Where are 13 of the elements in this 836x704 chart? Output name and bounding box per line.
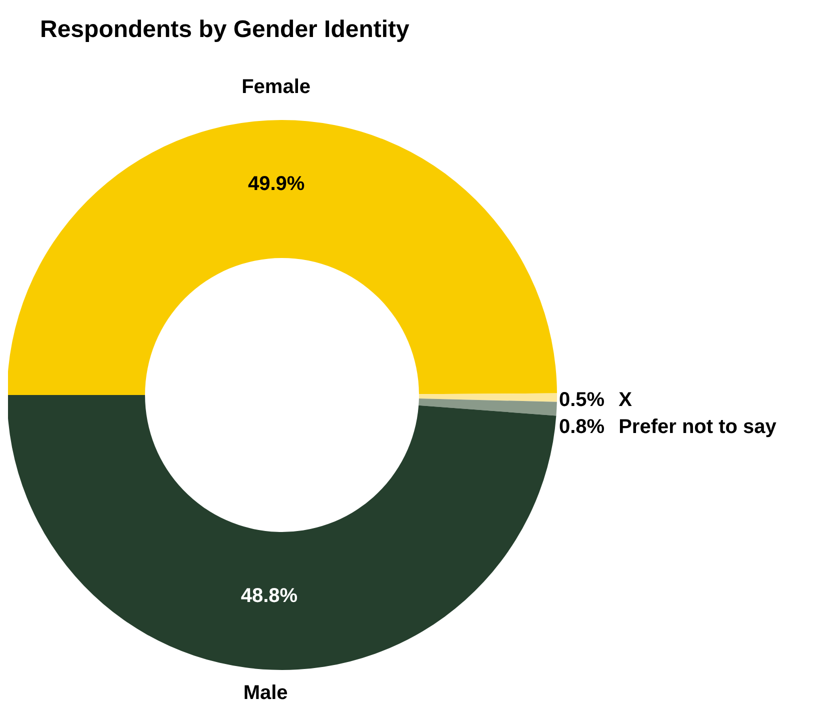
slice-label: Prefer not to say bbox=[618, 416, 778, 438]
slice-label: Male bbox=[243, 682, 288, 704]
donut-slice bbox=[8, 120, 557, 395]
donut-slice bbox=[8, 395, 556, 670]
data-label: 0.5% bbox=[559, 389, 605, 411]
donut-slice bbox=[418, 398, 557, 416]
data-label: 0.8% bbox=[559, 416, 605, 438]
slice-label: Female bbox=[242, 76, 311, 98]
slice-label: X bbox=[618, 389, 633, 411]
donut-slice bbox=[418, 393, 557, 402]
chart-title: Respondents by Gender Identity bbox=[40, 16, 410, 44]
data-label: 48.8% bbox=[240, 584, 298, 607]
data-label: 49.9% bbox=[248, 173, 305, 195]
